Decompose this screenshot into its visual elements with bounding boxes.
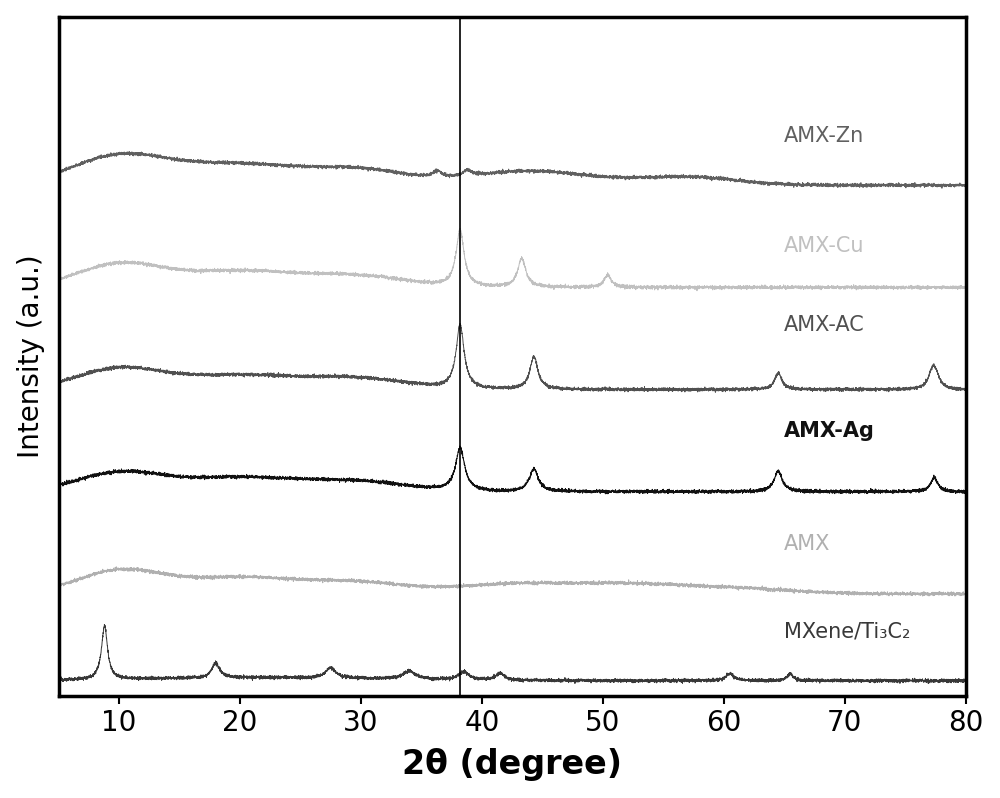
Text: AMX-Ag: AMX-Ag [784, 421, 875, 441]
X-axis label: 2θ (degree): 2θ (degree) [402, 749, 622, 781]
Y-axis label: Intensity (a.u.): Intensity (a.u.) [17, 255, 45, 458]
Text: AMX: AMX [784, 534, 831, 554]
Text: AMX-Cu: AMX-Cu [784, 236, 865, 256]
Text: AMX-AC: AMX-AC [784, 315, 865, 335]
Text: MXene/Ti₃C₂: MXene/Ti₃C₂ [784, 622, 911, 642]
Text: AMX-Zn: AMX-Zn [784, 126, 864, 146]
